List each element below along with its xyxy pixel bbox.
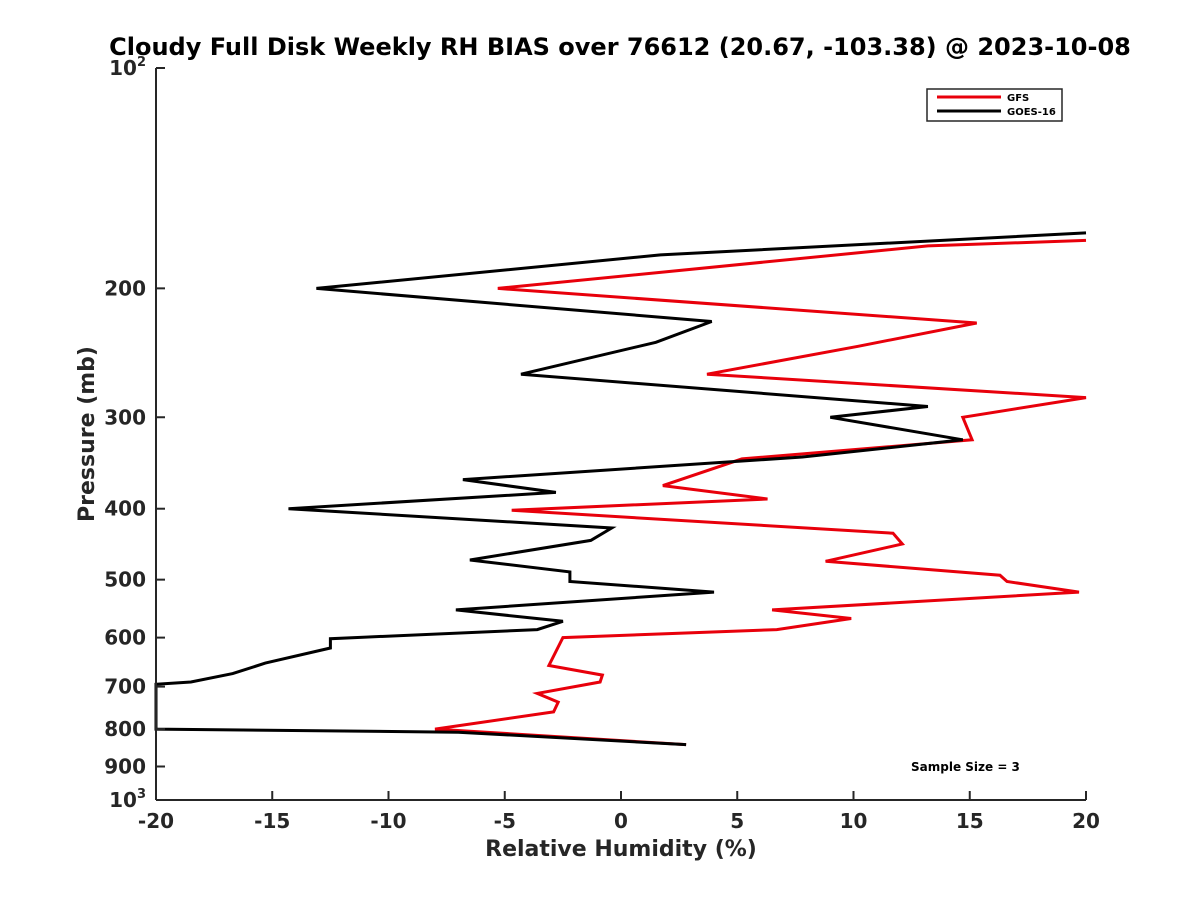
x-tick-label: 15 [956, 809, 984, 833]
y-tick-label: 900 [104, 755, 146, 779]
legend-label-goes16: GOES-16 [1007, 107, 1056, 118]
y-tick-label: 400 [104, 497, 146, 521]
plot-area [154, 68, 1087, 801]
x-tick-label: 20 [1072, 809, 1100, 833]
chart-title: Cloudy Full Disk Weekly RH BIAS over 766… [109, 33, 1131, 61]
y-tick-label: 300 [104, 405, 146, 429]
y-tick-label: 500 [104, 568, 146, 592]
x-tick-label: -20 [138, 809, 174, 833]
y-tick-label: 700 [104, 675, 146, 699]
series-line-goes16 [154, 231, 1087, 747]
y-ticks: 102 200 300 400 500 600 700 800 900 103 [104, 55, 165, 812]
x-tick-label: -10 [370, 809, 406, 833]
y-axis-label: Pressure (mb) [75, 346, 100, 522]
x-tick-label: -15 [254, 809, 290, 833]
series-line-gfs [434, 238, 1087, 747]
y-tick-label: 800 [104, 717, 146, 741]
x-axis-label: Relative Humidity (%) [485, 837, 757, 862]
plot-background [156, 68, 1086, 800]
y-tick-label: 102 [109, 55, 146, 80]
legend: GFS GOES-16 [926, 88, 1063, 122]
sample-size-annotation: Sample Size = 3 [911, 760, 1020, 774]
legend-label-gfs: GFS [1007, 93, 1029, 104]
series-layer [154, 231, 1087, 747]
y-tick-label: 103 [109, 787, 146, 812]
x-tick-label: 5 [730, 809, 744, 833]
legend-box [926, 88, 1063, 122]
x-ticks: -20 -15 -10 -5 0 5 10 15 20 [138, 791, 1100, 833]
y-tick-label: 600 [104, 626, 146, 650]
x-tick-label: -5 [494, 809, 516, 833]
x-tick-label: 0 [614, 809, 628, 833]
y-tick-label: 200 [104, 276, 146, 300]
x-tick-label: 10 [840, 809, 868, 833]
